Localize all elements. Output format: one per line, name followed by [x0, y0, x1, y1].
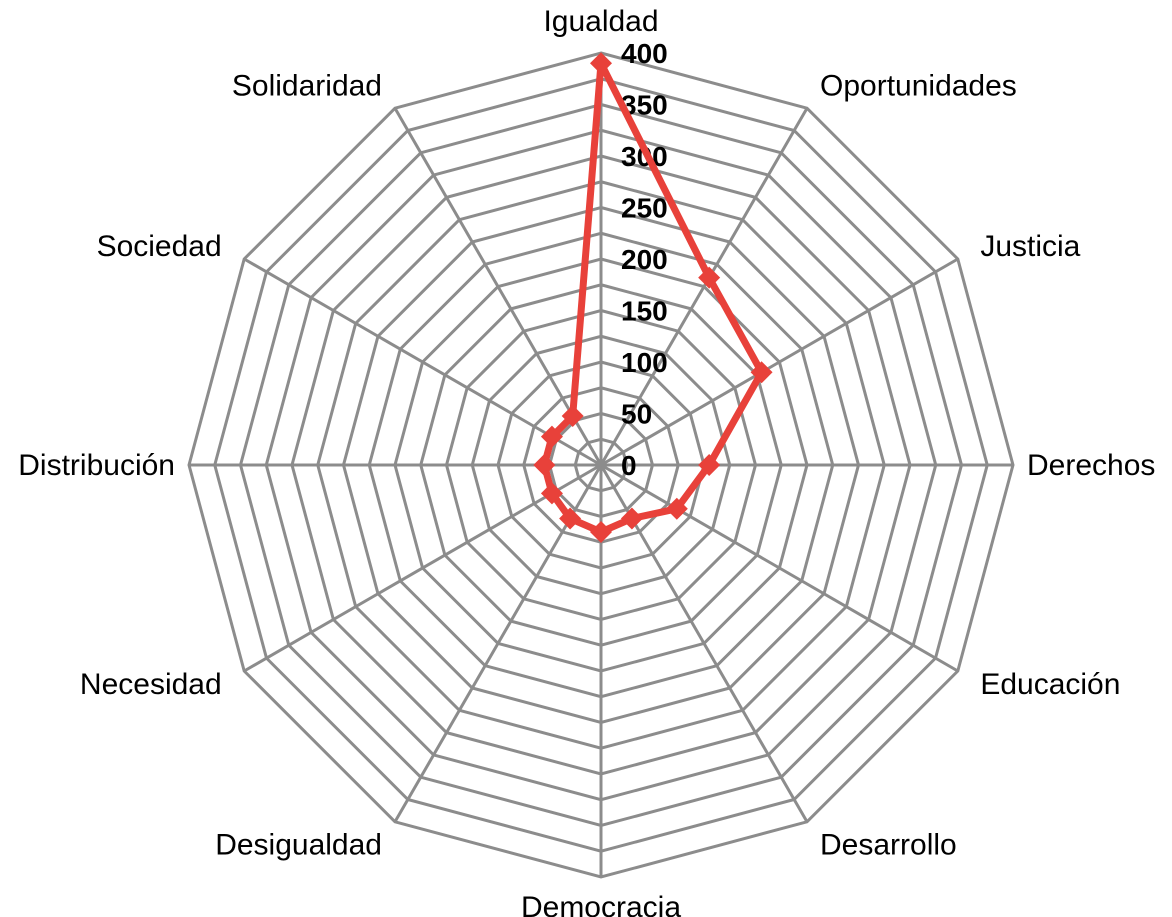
series-layer — [533, 52, 773, 543]
series-marker — [559, 507, 582, 530]
radial-tick-label: 250 — [621, 193, 668, 224]
category-label: Educación — [980, 668, 1120, 701]
category-label: Sociedad — [97, 230, 222, 263]
series-marker — [698, 454, 721, 476]
series-marker — [590, 52, 612, 75]
category-labels: Igualdad Oportunidades Justicia Derechos Edu… — [18, 5, 1155, 917]
series-marker — [540, 425, 563, 448]
radar-spokes — [189, 53, 1013, 877]
series-marker — [665, 497, 688, 520]
series-marker — [533, 454, 556, 476]
radial-tick-label: 50 — [621, 399, 652, 430]
spoke-line — [393, 107, 603, 466]
spoke-line — [243, 257, 602, 467]
series-marker — [540, 482, 563, 505]
category-label: Desarrollo — [820, 828, 957, 861]
series-marker — [561, 404, 584, 427]
category-label: Distribución — [18, 449, 175, 482]
category-label: Democracia — [521, 891, 681, 917]
radial-tick-label: 400 — [621, 38, 668, 69]
series-marker — [620, 507, 643, 530]
category-label: Oportunidades — [820, 70, 1017, 103]
series-marker — [698, 266, 721, 289]
series-marker — [750, 361, 773, 384]
spoke-line — [600, 463, 959, 673]
radial-tick-label: 0 — [621, 450, 637, 481]
radial-tick-label: 200 — [621, 244, 668, 275]
series-marker — [590, 520, 612, 543]
category-label: Necesidad — [80, 668, 222, 701]
radial-tick-label: 150 — [621, 296, 668, 327]
spoke-line — [243, 463, 602, 673]
category-label: Solidaridad — [232, 70, 382, 103]
category-label: Igualdad — [543, 5, 658, 38]
category-label: Desigualdad — [215, 828, 382, 861]
category-label: Justicia — [980, 230, 1080, 263]
spoke-line — [599, 107, 809, 466]
radial-tick-label: 100 — [621, 347, 668, 378]
spoke-line — [600, 257, 959, 467]
category-label: Derechos — [1027, 449, 1155, 482]
